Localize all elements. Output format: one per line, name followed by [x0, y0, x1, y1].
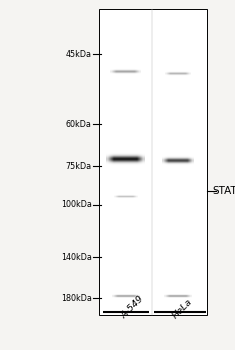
Text: 60kDa: 60kDa: [66, 120, 92, 129]
Text: 100kDa: 100kDa: [61, 200, 92, 209]
Bar: [99, 9, 207, 315]
Text: HeLa: HeLa: [171, 297, 195, 320]
Text: 75kDa: 75kDa: [66, 162, 92, 171]
Text: A-549: A-549: [119, 294, 145, 320]
Text: STAT3: STAT3: [213, 186, 235, 196]
Text: 140kDa: 140kDa: [61, 253, 92, 262]
Text: 180kDa: 180kDa: [61, 294, 92, 303]
Text: 45kDa: 45kDa: [66, 50, 92, 59]
